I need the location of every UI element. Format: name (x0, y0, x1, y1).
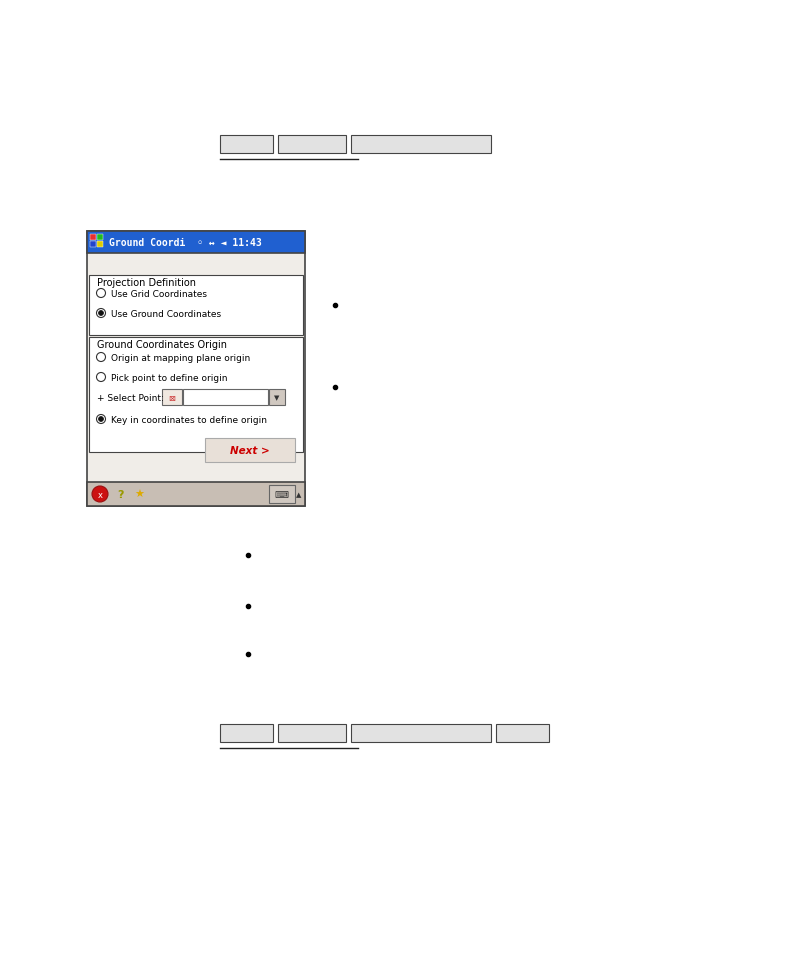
Text: ⌨: ⌨ (275, 490, 289, 499)
Bar (87, 232, 305, 506)
Bar (97, 234, 103, 241)
Bar (90, 242, 96, 248)
Text: Projection Definition: Projection Definition (97, 277, 196, 288)
Text: Next >: Next > (230, 446, 270, 456)
Bar (278, 724, 346, 742)
Circle shape (98, 417, 104, 422)
Bar (278, 136, 346, 153)
Bar (269, 485, 295, 503)
Circle shape (97, 374, 105, 382)
Bar (90, 234, 96, 241)
Bar (87, 482, 305, 506)
Bar (97, 242, 103, 248)
Text: Ground Coordi  ◦ ↔ ◄ 11:43: Ground Coordi ◦ ↔ ◄ 11:43 (109, 237, 262, 248)
Bar (89, 275, 303, 335)
Circle shape (97, 289, 105, 298)
Text: ▲: ▲ (296, 492, 302, 497)
Text: Key in coordinates to define origin: Key in coordinates to define origin (111, 416, 267, 424)
Text: ?: ? (117, 490, 123, 499)
Bar (205, 438, 295, 462)
Bar (220, 724, 273, 742)
Text: Use Ground Coordinates: Use Ground Coordinates (111, 309, 221, 318)
Bar (89, 337, 303, 453)
Bar (183, 390, 268, 406)
Bar (351, 136, 491, 153)
Text: Use Grid Coordinates: Use Grid Coordinates (111, 289, 207, 298)
Text: + Select Point:: + Select Point: (97, 393, 163, 402)
Text: Pick point to define origin: Pick point to define origin (111, 374, 227, 382)
Bar (162, 390, 182, 406)
Text: x: x (97, 490, 102, 499)
Text: ★: ★ (134, 490, 144, 499)
Text: ⊠: ⊠ (168, 393, 175, 402)
Circle shape (97, 354, 105, 362)
Text: Origin at mapping plane origin: Origin at mapping plane origin (111, 354, 250, 362)
Circle shape (97, 416, 105, 424)
Bar (269, 390, 285, 406)
Bar (351, 724, 491, 742)
Circle shape (98, 312, 104, 316)
Bar (220, 136, 273, 153)
Bar (496, 724, 549, 742)
Text: ▼: ▼ (274, 395, 280, 400)
Circle shape (97, 309, 105, 318)
Circle shape (92, 486, 108, 502)
Bar (87, 232, 305, 253)
Text: Ground Coordinates Origin: Ground Coordinates Origin (97, 339, 227, 350)
